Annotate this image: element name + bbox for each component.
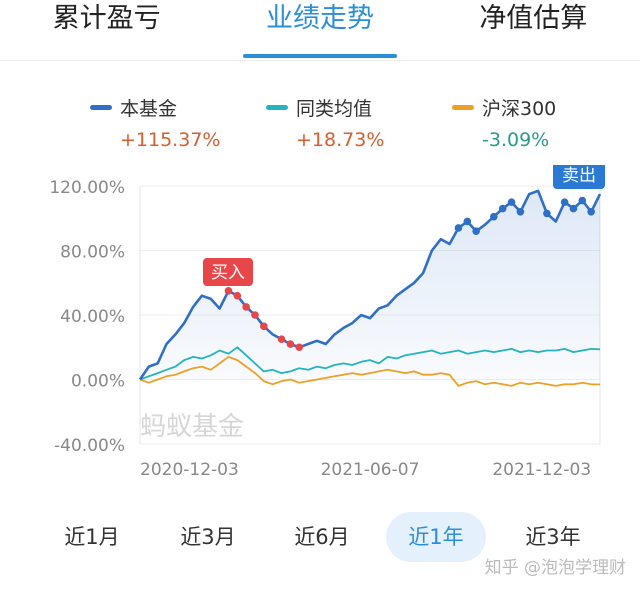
legend-item-peer-average[interactable]: 同类均值 +18.73% <box>266 94 384 151</box>
buy-point <box>260 322 268 331</box>
buy-point <box>295 343 304 352</box>
top-tab-bar: 累计盈亏 业绩走势 净值估算 <box>0 0 640 61</box>
sell-point <box>516 208 525 216</box>
sell-label: 卖出 <box>562 166 596 186</box>
range-1-month[interactable]: 近1月 <box>64 525 120 549</box>
y-tick-label: 80.00% <box>60 243 125 263</box>
sell-point <box>578 196 587 205</box>
legend-item-fund[interactable]: 本基金 +115.37% <box>90 94 220 151</box>
sell-point <box>490 212 498 221</box>
sell-point <box>560 198 569 206</box>
legend-change-fund: +115.37% <box>120 129 221 151</box>
y-tick-label: 120.00% <box>49 178 125 198</box>
sell-point <box>543 209 551 218</box>
legend-swatch-csi300 <box>452 105 474 110</box>
sell-point <box>498 204 507 213</box>
buy-point <box>224 287 233 295</box>
sell-point <box>472 227 480 235</box>
y-tick-label: 40.00% <box>60 307 125 327</box>
buy-point <box>233 291 242 300</box>
legend-change-csi300: -3.09% <box>482 129 550 151</box>
tab-performance-trend[interactable]: 业绩走势 <box>213 0 426 60</box>
range-3-months[interactable]: 近3月 <box>180 525 236 549</box>
x-tick-label: 2020-12-03 <box>140 460 239 480</box>
legend-swatch-peer <box>266 105 288 110</box>
y-tick-label: -40.00% <box>54 436 125 456</box>
buy-point <box>242 303 250 311</box>
csi300-line <box>139 355 601 387</box>
legend-change-peer: +18.73% <box>296 129 385 151</box>
tab-cumulative-pnl[interactable]: 累计盈亏 <box>52 3 161 34</box>
fund-line <box>138 189 602 381</box>
x-tick-label: 2021-12-03 <box>492 460 591 480</box>
chart-watermark: 蚂蚁基金 <box>140 412 244 442</box>
legend-swatch-fund <box>90 105 112 110</box>
y-tick-label: 0.00% <box>71 372 125 392</box>
sell-point <box>507 198 516 206</box>
range-3-years[interactable]: 近3年 <box>525 525 581 549</box>
buy-marker: 买入 <box>203 258 253 286</box>
buy-point <box>286 340 295 348</box>
credit-watermark: 知乎 @泡泡学理财 <box>484 558 626 578</box>
buy-point <box>251 311 259 319</box>
sell-point <box>569 204 578 213</box>
x-tick-label: 2021-06-07 <box>321 460 420 480</box>
legend-label: 沪深300 <box>482 98 557 120</box>
legend-item-csi300[interactable]: 沪深300 -3.09% <box>452 94 556 151</box>
sell-marker: 卖出 <box>553 165 605 189</box>
sell-point <box>463 217 472 226</box>
range-1-year[interactable]: 近1年 <box>386 512 486 562</box>
time-range-selector: 近1月 近3月 近6月 近1年 近3年 <box>0 512 640 562</box>
tab-nav-estimate[interactable]: 净值估算 <box>479 3 588 34</box>
fund-area-fill <box>140 190 600 380</box>
peer-average-line <box>139 346 601 381</box>
sell-point <box>587 208 595 216</box>
sell-point <box>454 224 463 232</box>
legend-label: 同类均值 <box>296 98 373 120</box>
performance-line-chart: 蚂蚁基金 120.00% 80.00% 40.00% 0.00% -40.00% 2020… <box>49 165 605 480</box>
chart-legend: 本基金 +115.37% 同类均值 +18.73% 沪深300 -3.09% <box>0 94 640 154</box>
buy-point <box>277 335 286 343</box>
legend-label: 本基金 <box>120 98 178 120</box>
buy-label: 买入 <box>211 263 245 283</box>
range-6-months[interactable]: 近6月 <box>294 525 350 549</box>
